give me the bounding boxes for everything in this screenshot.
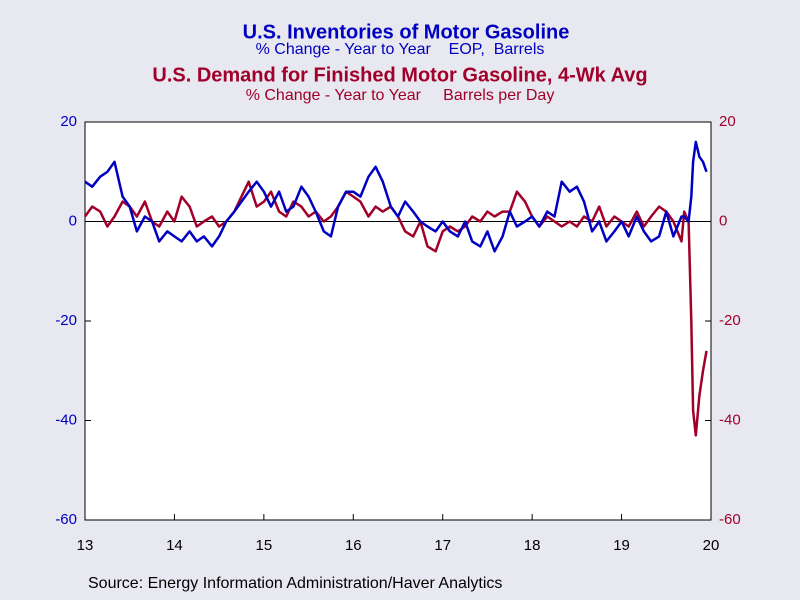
chart-subtitle-2: % Change - Year to Year Barrels per Day [246, 87, 555, 104]
y2-tick-label: 20 [719, 113, 736, 130]
x-tick-label: 16 [345, 537, 362, 554]
y2-tick-label: -20 [719, 312, 741, 329]
x-tick-label: 20 [703, 537, 720, 554]
chart-subtitle: % Change - Year to Year EOP, Barrels [256, 41, 545, 58]
plot-area [84, 121, 712, 521]
chart-title: U.S. Inventories of Motor Gasoline [243, 21, 570, 43]
y-tick-label: 0 [69, 212, 77, 229]
x-tick-label: 18 [524, 537, 541, 554]
y-tick-label: -40 [55, 411, 77, 428]
series-line [83, 180, 708, 437]
x-tick-label: 17 [434, 537, 451, 554]
x-tick-label: 15 [256, 537, 273, 554]
x-tick-label: 19 [613, 537, 630, 554]
y-tick-label: 20 [60, 113, 77, 130]
y2-tick-label: -40 [719, 411, 741, 428]
y2-tick-label: 0 [719, 212, 727, 229]
chart-title-2: U.S. Demand for Finished Motor Gasoline,… [152, 64, 647, 86]
x-tick-label: 14 [166, 537, 183, 554]
source-note: Source: Energy Information Administratio… [88, 575, 502, 592]
y-tick-label: -60 [55, 511, 77, 528]
y-tick-label: -20 [55, 312, 77, 329]
series-line [84, 140, 708, 253]
y2-tick-label: -60 [719, 511, 741, 528]
x-tick-label: 13 [77, 537, 94, 554]
